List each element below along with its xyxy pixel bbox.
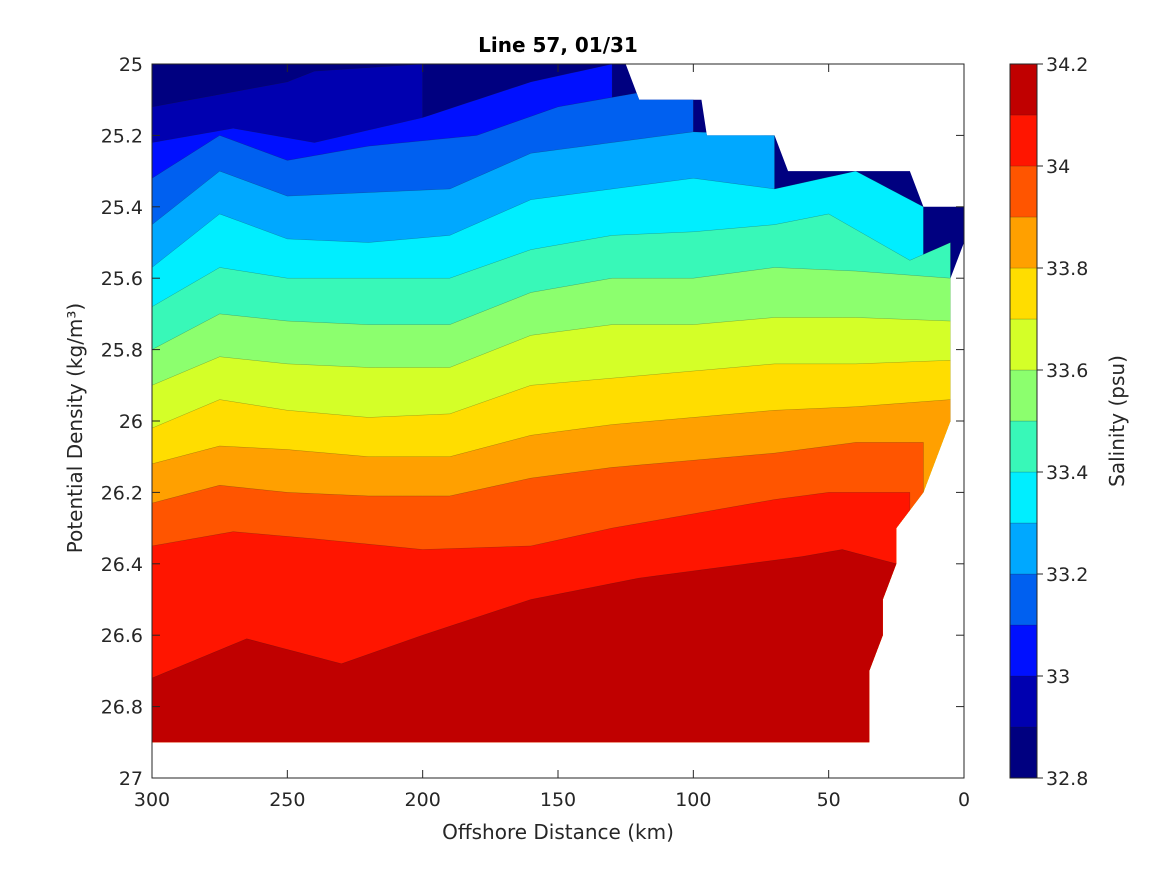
y-tick-label: 26 [119,411,143,433]
colorbar-segment [1009,420,1038,473]
colorbar-tick-label: 33.2 [1046,564,1088,586]
y-tick-label: 27 [119,768,143,790]
y-axis-label: Potential Density (kg/m³) [63,303,87,554]
salinity-band [152,549,897,743]
colorbar-tick-label: 32.8 [1046,768,1088,790]
x-tick-label: 300 [134,789,170,811]
y-tick-label: 26.8 [101,697,143,719]
colorbar-frame [1009,63,1038,779]
colorbar-tick-label: 34.2 [1046,54,1088,76]
colorbar-tick-label: 33.4 [1046,462,1088,484]
colorbar-segment [1009,318,1038,371]
x-tick-label: 50 [817,789,841,811]
colorbar-segment [1009,471,1038,524]
y-tick-label: 26.2 [101,482,143,504]
x-tick-label: 200 [405,789,441,811]
y-axis-ticks: 25 25.2 25.4 25.6 25.8 26 26.2 26.4 26.6 26.8 27 [101,54,964,790]
colorbar-ticks: 32.8 33 33.2 33.4 33.6 33.8 34 34.2 [1037,54,1088,790]
colorbar-segment [1009,522,1038,575]
y-tick-label: 25.6 [101,268,143,290]
y-tick-label: 25.8 [101,340,143,362]
x-tick-label: 0 [958,789,970,811]
x-tick-label: 100 [675,789,711,811]
y-tick-label: 25.2 [101,125,143,147]
x-axis-label: Offshore Distance (km) [442,820,674,844]
colorbar-segment [1009,114,1038,167]
chart-title: Line 57, 01/31 [478,33,638,57]
y-tick-label: 25 [119,54,143,76]
y-tick-label: 26.6 [101,625,143,647]
colorbar-segment [1009,573,1038,626]
colorbar-segment [1009,165,1038,218]
x-axis-ticks: 300 250 200 150 100 50 0 [134,64,970,811]
colorbar-segment [1009,63,1038,116]
colorbar-segment [1009,624,1038,677]
colorbar-tick-label: 33 [1046,666,1070,688]
colorbar-segment [1009,216,1038,269]
y-tick-label: 25.4 [101,197,143,219]
colorbar-segment [1009,726,1038,779]
colorbar-tick-label: 34 [1046,156,1070,178]
colorbar-segment [1009,675,1038,728]
plot-area [151,63,965,779]
colorbar-tick-label: 33.6 [1046,360,1088,382]
colorbar-segments [1009,63,1038,779]
x-tick-label: 250 [269,789,305,811]
colorbar-segment [1009,369,1038,422]
y-tick-label: 26.4 [101,554,143,576]
colorbar-tick-label: 33.8 [1046,258,1088,280]
colorbar-label: Salinity (psu) [1105,355,1129,487]
x-tick-label: 150 [540,789,576,811]
colorbar-segment [1009,267,1038,320]
colorbar: 32.8 33 33.2 33.4 33.6 33.8 34 34.2 Salinity (p… [1009,54,1129,790]
salinity-bands [152,64,964,743]
